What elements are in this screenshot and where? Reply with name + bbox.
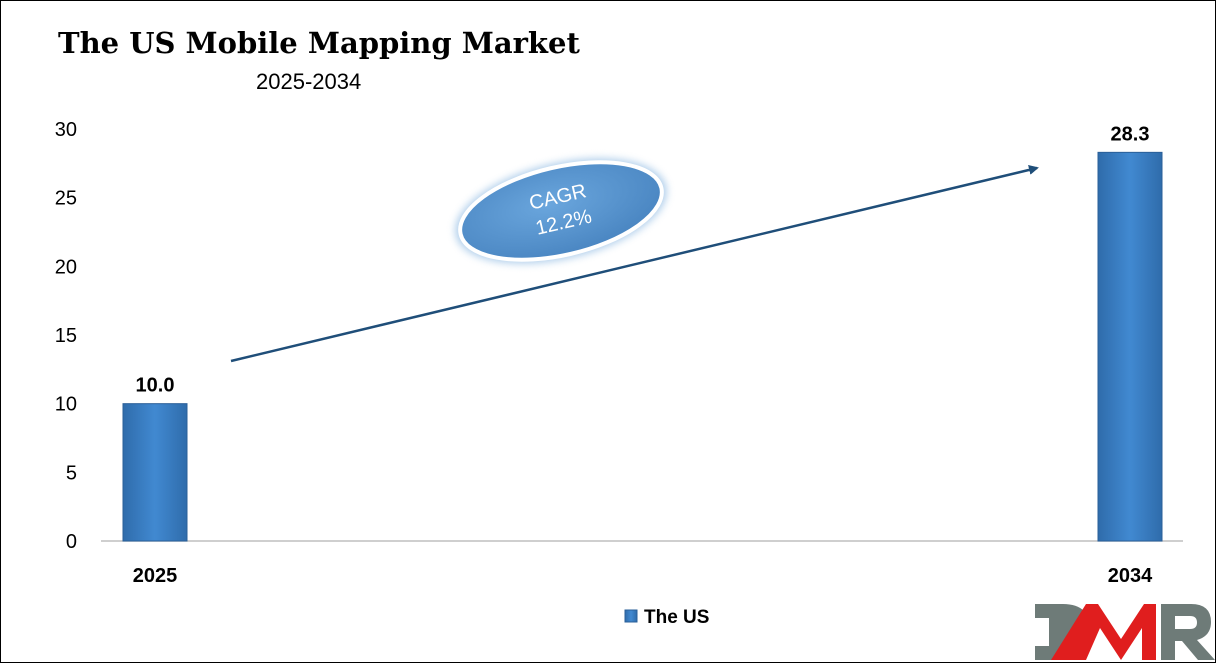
y-tick-label: 20 [55,256,77,278]
y-tick-label: 10 [55,394,77,416]
x-tick-label: 2034 [1108,565,1153,587]
data-label: 28.3 [1111,123,1150,145]
y-tick-label: 30 [55,119,77,141]
cagr-ellipse: CAGR 12.2% [455,158,667,264]
growth-arrow [230,165,1039,363]
legend: The US [624,607,709,628]
legend-label: The US [644,607,709,628]
bar-2025 [122,403,188,542]
y-tick-label: 0 [66,531,77,553]
chart-title: The US Mobile Mapping Market [58,26,580,60]
x-tick-label: 2025 [133,565,178,587]
bar-2034 [1097,151,1163,542]
y-tick-label: 5 [66,462,77,484]
y-tick-label: 25 [55,188,77,210]
chart-subtitle: 2025-2034 [256,69,361,94]
dmr-logo [1035,604,1215,660]
legend-swatch [624,609,638,623]
data-label: 10.0 [136,375,175,397]
y-tick-label: 15 [55,325,77,347]
